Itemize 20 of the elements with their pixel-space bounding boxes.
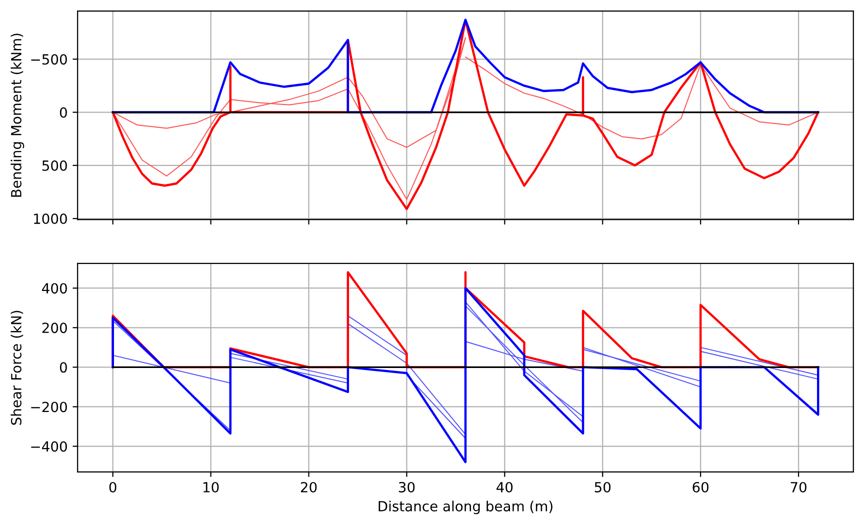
x-tick-label: 70 bbox=[790, 482, 806, 492]
x-tick-label: 50 bbox=[594, 482, 611, 492]
y-tick-label: −200 bbox=[31, 402, 67, 412]
y-tick-label: 0 bbox=[60, 107, 67, 118]
x-axis-title: Distance along beam (m) bbox=[378, 500, 552, 514]
y-tick-label: 0 bbox=[60, 362, 67, 373]
x-tick-label: 20 bbox=[300, 482, 317, 492]
y-tick-label: 1000 bbox=[34, 214, 67, 224]
y-tick-label: −400 bbox=[31, 441, 67, 452]
y-tick-label: 400 bbox=[42, 283, 67, 294]
x-tick-label: 30 bbox=[398, 482, 415, 492]
y-tick-label: 500 bbox=[42, 160, 67, 171]
x-tick-label: 10 bbox=[203, 482, 219, 492]
y-tick-label: −500 bbox=[31, 54, 67, 65]
x-tick-label: 40 bbox=[496, 482, 513, 492]
y-tick-label: 200 bbox=[42, 322, 67, 334]
x-tick-label: 60 bbox=[692, 482, 708, 492]
y-axis-title: Bending Moment (kNm) bbox=[10, 34, 24, 197]
x-tick-label: 0 bbox=[109, 482, 116, 492]
y-axis-title: Shear Force (kN) bbox=[10, 310, 24, 425]
